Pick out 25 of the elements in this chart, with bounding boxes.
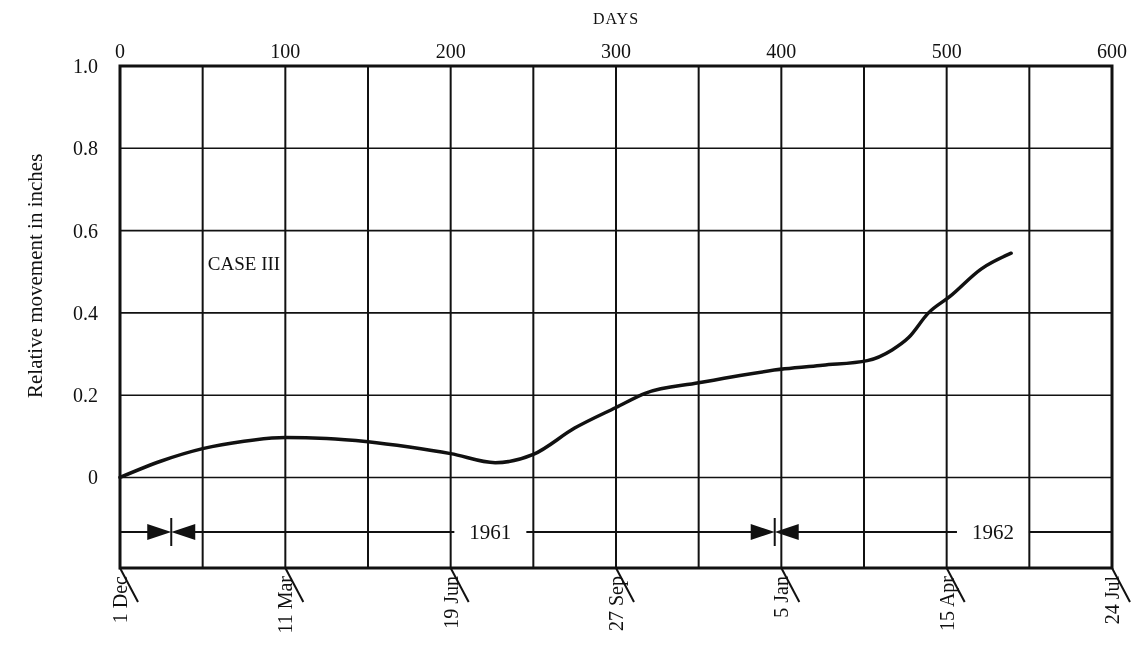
x-axis-title: DAYS bbox=[592, 10, 640, 27]
annotation: 1961 bbox=[469, 520, 512, 545]
x2-tick-label: 27 Sep bbox=[605, 576, 628, 631]
y-tick-label: 0 bbox=[88, 466, 98, 489]
y-tick-label: 0.4 bbox=[73, 301, 98, 324]
x2-tick-label: 5 Jan bbox=[770, 576, 793, 618]
y-tick-label: 0.6 bbox=[73, 219, 98, 242]
x2-tick-label: 19 Jun bbox=[439, 576, 462, 629]
x-tick-label: 500 bbox=[931, 40, 962, 62]
x-tick-label: 200 bbox=[435, 40, 466, 62]
x-tick-label: 0 bbox=[115, 40, 125, 62]
annotation: CASE III bbox=[207, 253, 281, 275]
annotation: 1962 bbox=[971, 520, 1014, 545]
x2-tick-label: 15 Apr bbox=[935, 575, 959, 631]
x-tick-label: 400 bbox=[766, 40, 797, 62]
y-tick-label: 0.2 bbox=[73, 384, 98, 407]
y-tick-label: 1.0 bbox=[73, 55, 98, 77]
x2-tick-label: 1 Dec bbox=[109, 575, 131, 624]
x-tick-label: 300 bbox=[601, 40, 631, 62]
x-tick-label: 600 bbox=[1097, 40, 1127, 62]
x-tick-label: 100 bbox=[270, 40, 301, 62]
x2-tick-label: 24 Jul bbox=[1101, 575, 1123, 625]
y-axis-title: Relative movement in inches bbox=[23, 153, 47, 399]
x2-tick-label: 11 Mar bbox=[274, 575, 297, 634]
y-tick-label: 0.8 bbox=[73, 137, 98, 160]
